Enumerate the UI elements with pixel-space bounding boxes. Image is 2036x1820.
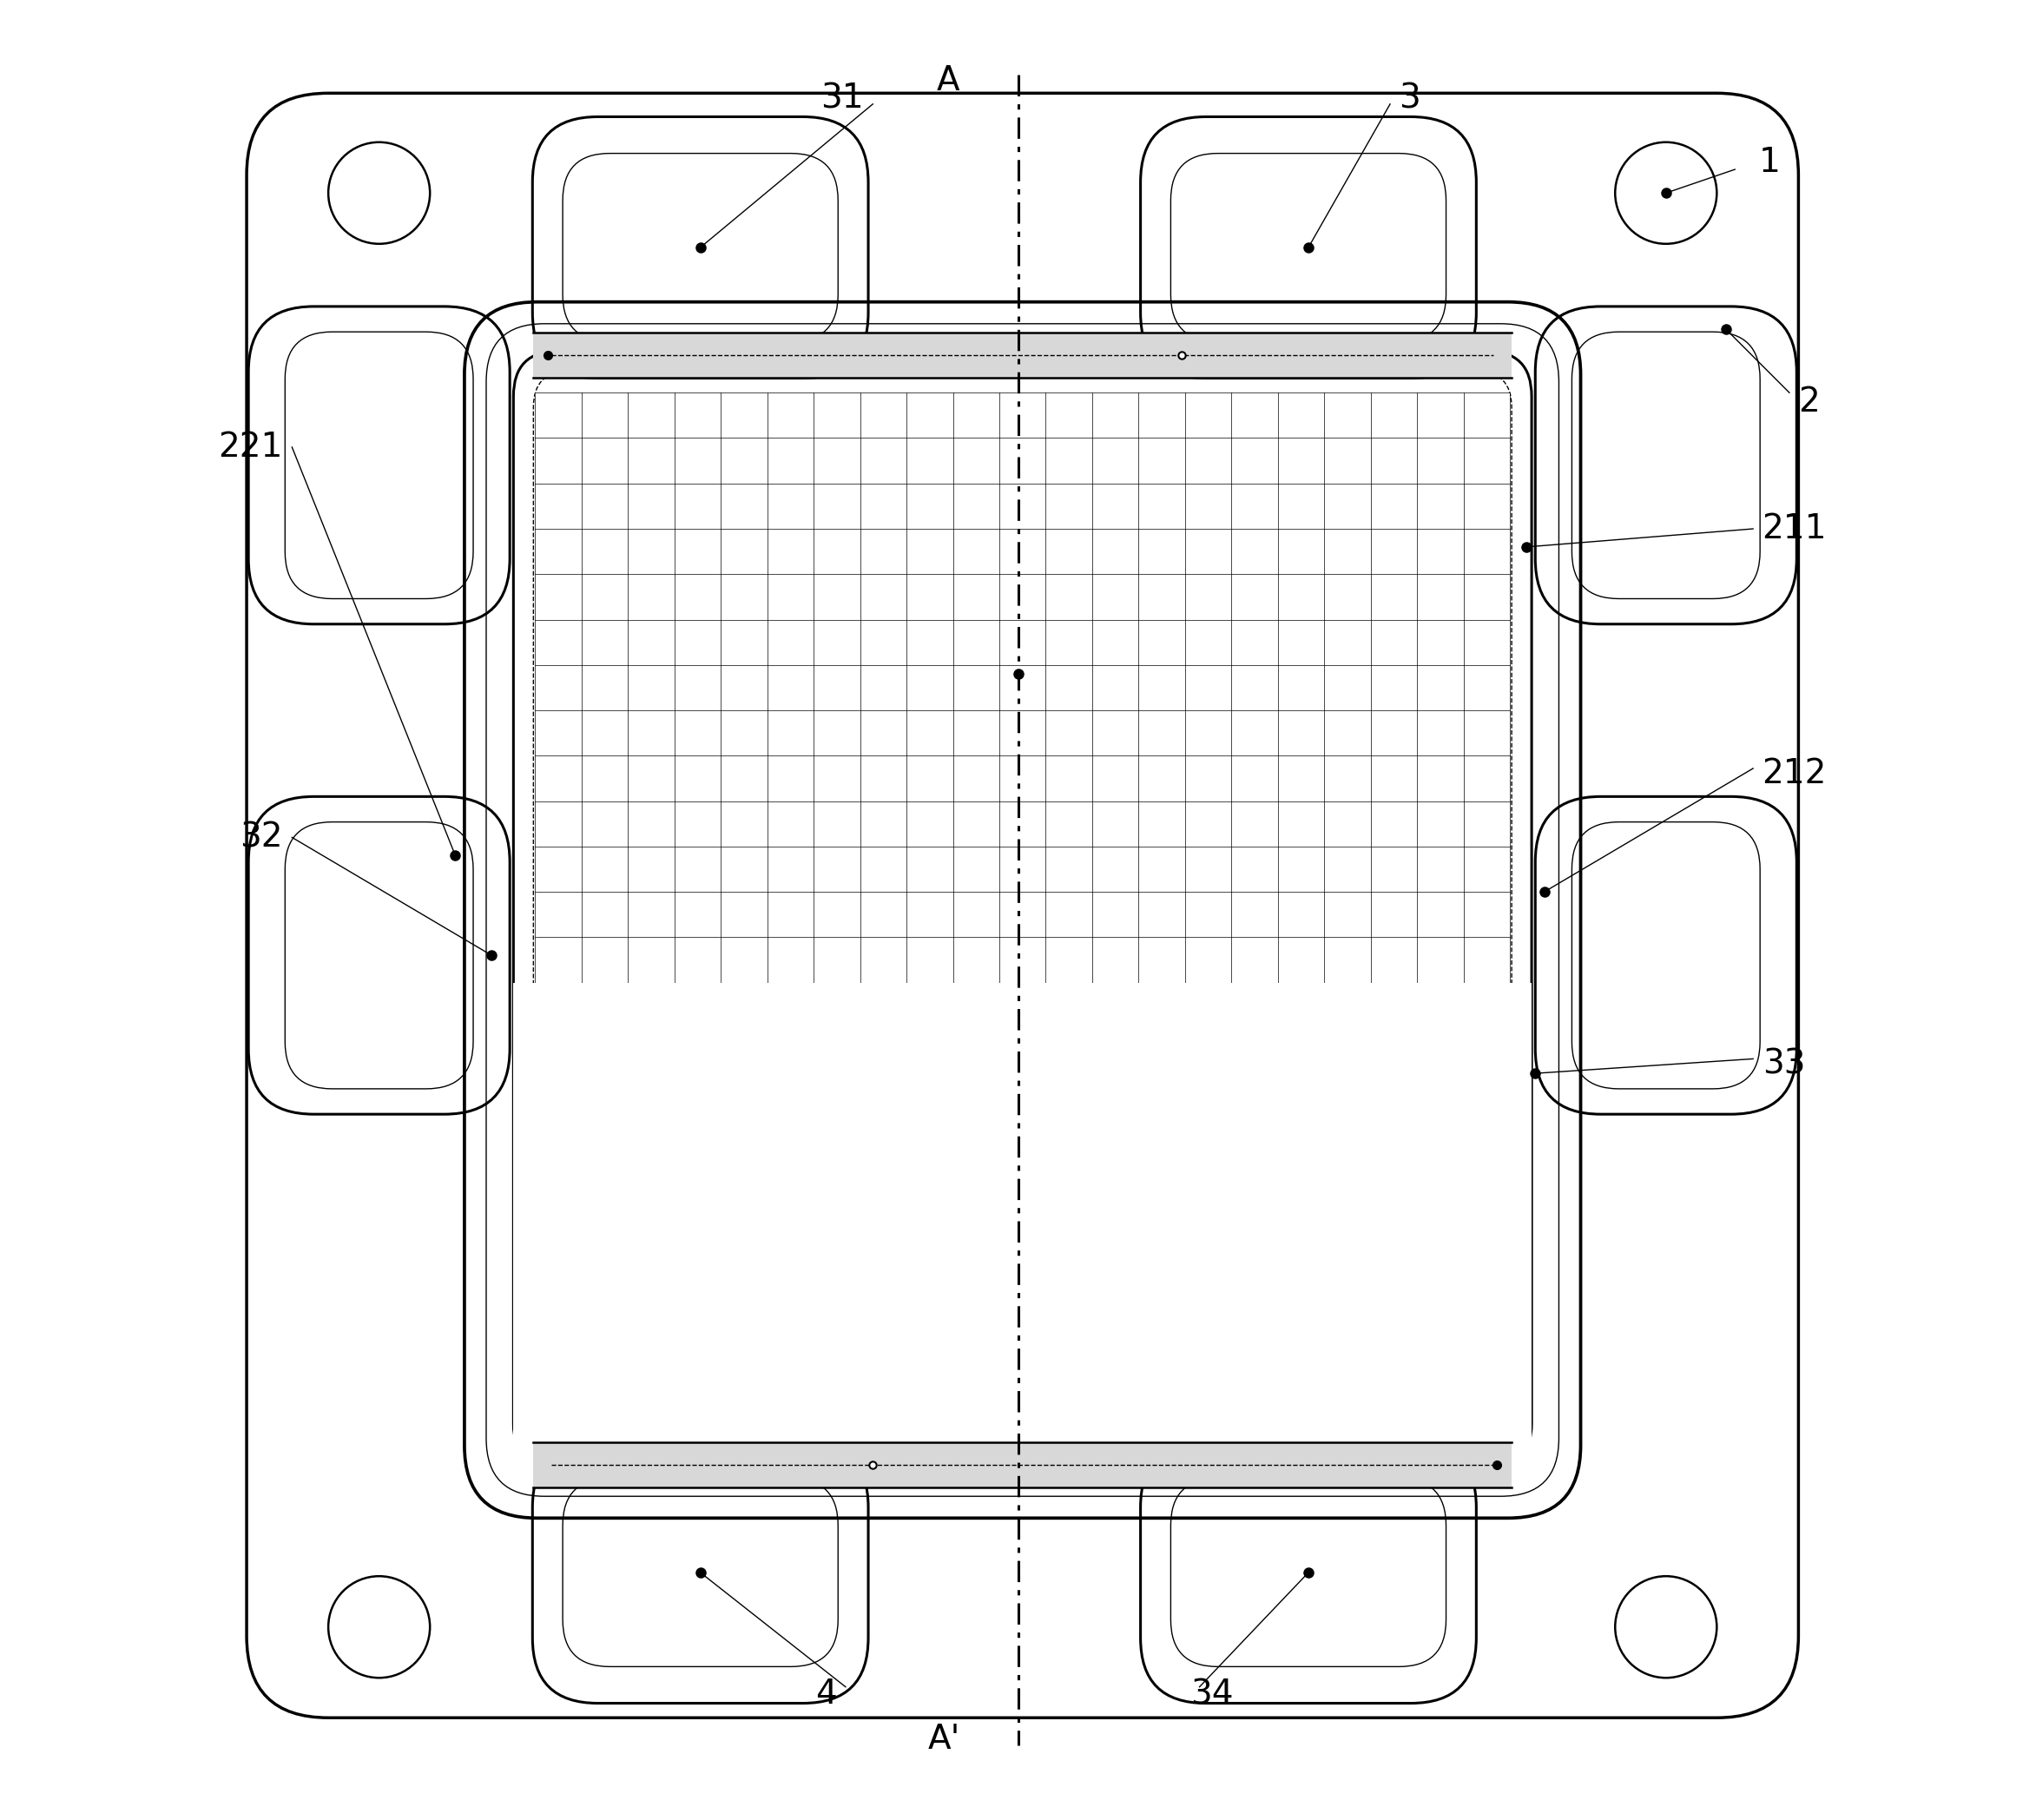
Text: 33: 33: [1761, 1048, 1806, 1081]
Text: A': A': [928, 1724, 959, 1756]
FancyBboxPatch shape: [248, 306, 509, 624]
FancyBboxPatch shape: [1572, 823, 1759, 1088]
Text: 212: 212: [1761, 757, 1826, 790]
Text: 34: 34: [1191, 1678, 1234, 1711]
FancyBboxPatch shape: [562, 153, 839, 342]
Text: 31: 31: [821, 82, 863, 115]
Text: 4: 4: [814, 1678, 837, 1711]
Circle shape: [1615, 1576, 1716, 1678]
Circle shape: [328, 1576, 430, 1678]
Circle shape: [1615, 142, 1716, 244]
FancyBboxPatch shape: [1140, 1441, 1476, 1704]
FancyBboxPatch shape: [1535, 797, 1796, 1114]
Circle shape: [328, 142, 430, 244]
FancyBboxPatch shape: [1171, 1478, 1446, 1667]
Bar: [513, 983, 1531, 1469]
FancyBboxPatch shape: [285, 331, 472, 599]
Text: 1: 1: [1759, 146, 1779, 178]
FancyBboxPatch shape: [1572, 331, 1759, 599]
FancyBboxPatch shape: [248, 797, 509, 1114]
Text: A: A: [937, 64, 959, 96]
FancyBboxPatch shape: [533, 1441, 867, 1704]
FancyBboxPatch shape: [1171, 153, 1446, 342]
FancyBboxPatch shape: [246, 93, 1798, 1718]
Bar: [533, 1441, 1511, 1487]
Text: 2: 2: [1798, 386, 1820, 419]
FancyBboxPatch shape: [285, 823, 472, 1088]
FancyBboxPatch shape: [533, 116, 867, 379]
FancyBboxPatch shape: [562, 1478, 839, 1667]
Bar: [535, 393, 1511, 983]
Text: 211: 211: [1761, 511, 1826, 546]
Text: 3: 3: [1399, 82, 1421, 115]
Text: 32: 32: [240, 821, 283, 854]
Text: 221: 221: [218, 431, 283, 464]
Bar: [533, 333, 1511, 379]
FancyBboxPatch shape: [1140, 116, 1476, 379]
FancyBboxPatch shape: [1535, 306, 1796, 624]
